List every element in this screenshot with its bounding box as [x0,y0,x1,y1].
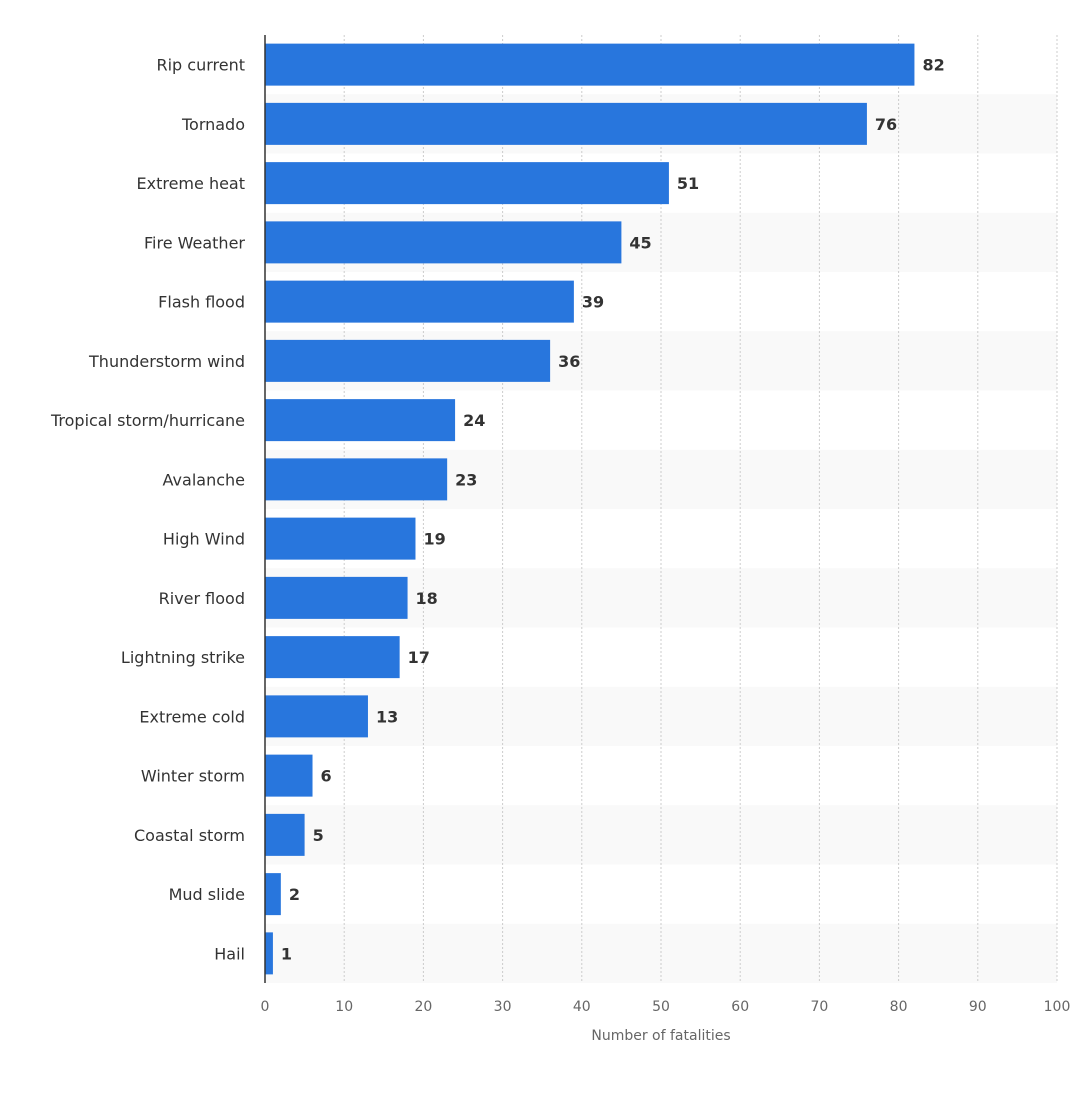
category-label: High Wind [163,530,245,549]
bar-value-label: 2 [289,885,300,904]
bar-value-label: 19 [423,530,445,549]
bar-value-label: 23 [455,470,477,489]
bar [265,458,448,501]
x-tick-label: 90 [969,999,987,1015]
value-labels: 82 76 51 45 39 36 24 23 19 18 17 13 6 5 2 1 [281,56,945,964]
bar-value-label: 39 [582,293,604,312]
x-tick-label: 20 [414,999,432,1015]
bar-value-label: 82 [922,56,944,75]
category-label: Fire Weather [144,233,245,252]
bar [265,162,669,205]
x-axis-ticks: 0 10 20 30 40 50 60 70 80 90 100 [261,999,1071,1015]
bar [265,873,281,916]
bar [265,280,574,323]
category-label: Winter storm [141,767,245,786]
category-label: Extreme cold [139,707,245,726]
x-tick-label: 70 [810,999,828,1015]
bar [265,754,313,797]
bar [265,399,456,442]
bar-value-label: 45 [629,233,651,252]
bar-value-label: 17 [408,648,430,667]
bar [265,636,400,679]
bar [265,43,915,86]
x-axis-title: Number of fatalities [591,1028,730,1044]
category-labels: Rip current Tornado Extreme heat Fire Weath… [50,56,245,964]
bar [265,813,305,856]
bar-value-label: 5 [313,826,324,845]
category-label: Extreme heat [137,174,246,193]
bar [265,339,551,382]
x-tick-label: 0 [261,999,270,1015]
bar-value-label: 24 [463,411,485,430]
category-label: Hail [214,944,245,963]
category-label: Avalanche [163,470,245,489]
bar-value-label: 6 [321,767,332,786]
category-label: Tornado [181,115,245,134]
category-label: Rip current [156,56,245,75]
bar [265,102,867,145]
bar-value-label: 76 [875,115,897,134]
category-label: Coastal storm [134,826,245,845]
category-label: River flood [159,589,245,608]
x-tick-label: 40 [573,999,591,1015]
category-label: Lightning strike [121,648,245,667]
bar [265,576,408,619]
bar [265,932,273,975]
bar-value-label: 1 [281,944,292,963]
bar-value-label: 51 [677,174,699,193]
bar-value-label: 13 [376,707,398,726]
x-tick-label: 60 [731,999,749,1015]
x-tick-label: 80 [890,999,908,1015]
bar [265,695,368,738]
bars [265,43,915,975]
category-label: Flash flood [158,293,245,312]
category-label: Tropical storm/hurricane [50,411,245,430]
row-stripe [265,923,1057,983]
category-label: Thunderstorm wind [88,352,245,371]
bar [265,221,622,264]
x-tick-label: 100 [1044,999,1071,1015]
x-tick-label: 10 [335,999,353,1015]
bar-value-label: 36 [558,352,580,371]
bar [265,517,416,560]
category-label: Mud slide [169,885,245,904]
x-tick-label: 50 [652,999,670,1015]
x-tick-label: 30 [494,999,512,1015]
bar-value-label: 18 [416,589,438,608]
